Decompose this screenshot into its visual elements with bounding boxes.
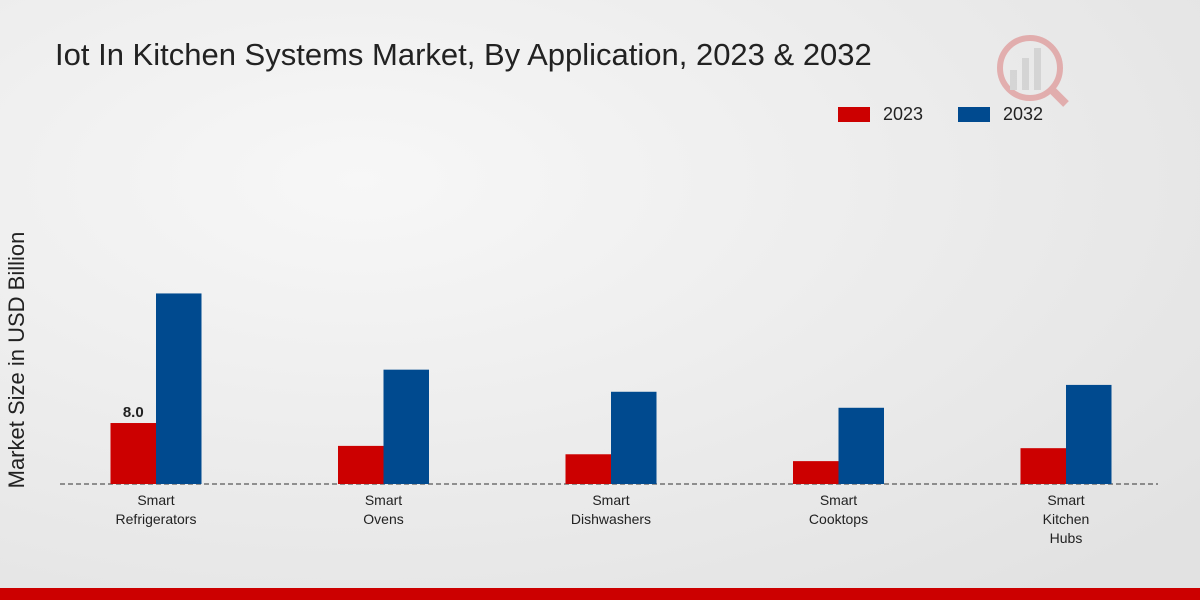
- bar: [338, 445, 384, 484]
- x-tick-label: Smart Cooktops: [809, 492, 868, 527]
- bar: [1020, 448, 1066, 484]
- y-axis-label: Market Size in USD Billion: [4, 232, 29, 489]
- bar: [611, 391, 657, 484]
- legend-label: 2032: [1003, 104, 1043, 124]
- bar: [156, 293, 202, 484]
- chart-title: Iot In Kitchen Systems Market, By Applic…: [55, 37, 872, 72]
- x-tick-label: Smart Ovens: [363, 492, 403, 527]
- x-tick-label: Smart Kitchen Hubs: [1043, 492, 1090, 546]
- watermark-logo: [997, 35, 1069, 107]
- data-label: 8.0: [123, 404, 144, 421]
- bar: [110, 423, 156, 484]
- legend-label: 2023: [883, 104, 923, 124]
- bar: [565, 454, 611, 484]
- bar: [1066, 384, 1112, 484]
- footer-bar: [0, 588, 1200, 600]
- bar: [383, 369, 429, 484]
- bar: [793, 461, 839, 484]
- x-tick-label: Smart Refrigerators: [116, 492, 197, 527]
- legend-swatch: [958, 107, 990, 122]
- x-tick-label: Smart Dishwashers: [571, 492, 651, 527]
- bar: [838, 407, 884, 484]
- legend-swatch: [838, 107, 870, 122]
